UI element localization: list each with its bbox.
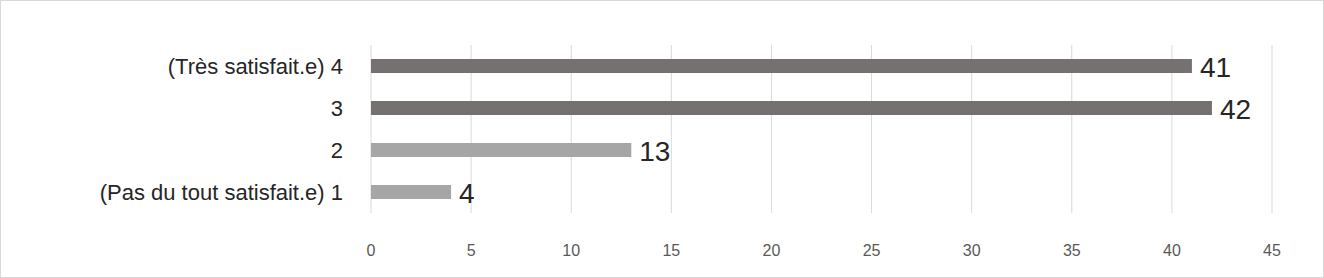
tick-label: 30: [963, 242, 981, 259]
tick-label: 0: [367, 242, 376, 259]
chart: 051015202530354045(Très satisfait.e) 441…: [0, 0, 1324, 278]
bar: [371, 185, 451, 199]
data-label: 42: [1220, 94, 1251, 125]
grid-line: [1272, 45, 1273, 213]
tick-label: 10: [562, 242, 580, 259]
grid: [371, 45, 1272, 213]
bar: [371, 101, 1212, 115]
data-label: 13: [639, 136, 670, 167]
data-label: 41: [1200, 52, 1231, 83]
bar: [371, 143, 631, 157]
tick-label: 25: [863, 242, 881, 259]
chart-frame: [1, 1, 1324, 278]
bar: [371, 59, 1192, 73]
tick-label: 20: [763, 242, 781, 259]
labels: (Très satisfait.e) 4 41 3 42 2 13 (Pas du tout…: [100, 52, 1251, 209]
tick-label: 45: [1263, 242, 1281, 259]
category-label: (Très satisfait.e) 4: [168, 54, 343, 79]
category-label: 2: [331, 138, 343, 163]
tick-label: 40: [1163, 242, 1181, 259]
bars: [371, 59, 1212, 199]
category-label: (Pas du tout satisfait.e) 1: [100, 180, 343, 205]
data-label: 4: [459, 178, 475, 209]
tick-label: 35: [1063, 242, 1081, 259]
tick-label: 15: [662, 242, 680, 259]
tick-label: 5: [467, 242, 476, 259]
category-label: 3: [331, 96, 343, 121]
